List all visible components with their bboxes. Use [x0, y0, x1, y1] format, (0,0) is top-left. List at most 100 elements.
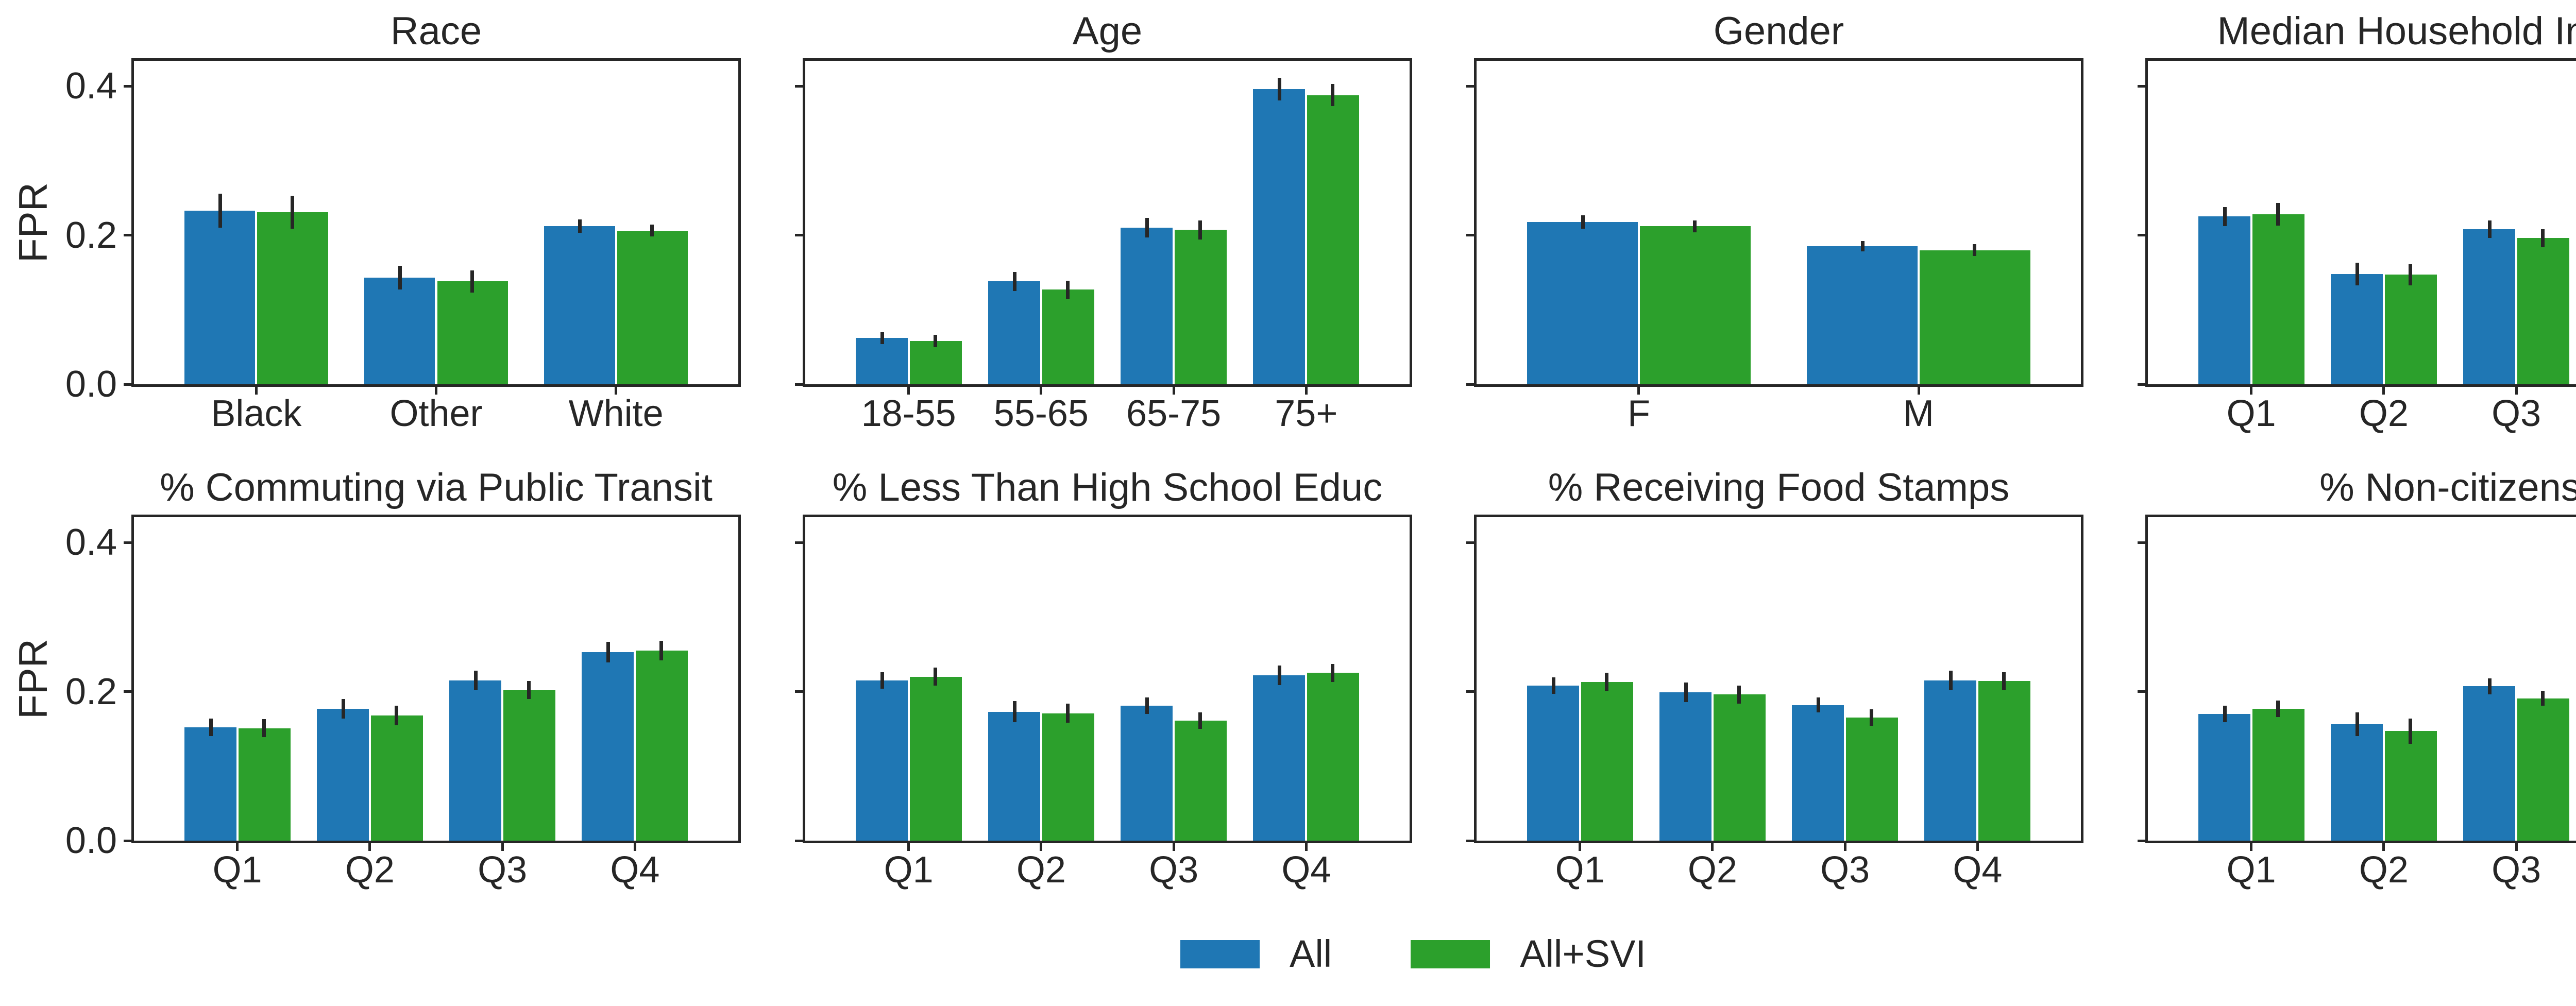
x-tick: [907, 843, 910, 851]
y-tick: [1466, 84, 1474, 88]
bar-all: [449, 680, 502, 841]
y-tick-label: 0.0: [65, 364, 117, 405]
x-tick-label: Q4: [2566, 395, 2576, 432]
x-tick-label: 55-65: [993, 393, 1089, 434]
bar-all-svi: [1978, 681, 2031, 841]
y-tick: [124, 234, 131, 237]
y-tick: [795, 84, 803, 88]
bar-all-svi: [617, 230, 688, 384]
x-tick-label: Other: [389, 393, 483, 434]
bar-all-svi: [1307, 95, 1360, 384]
error-bar: [1331, 664, 1335, 682]
y-tick: [2138, 690, 2145, 693]
panel-title: % Commuting via Public Transit: [160, 466, 713, 509]
bar-all: [316, 708, 369, 841]
x-tick: [1304, 387, 1308, 395]
error-bar: [341, 699, 345, 719]
x-tick: [435, 387, 437, 395]
x-tick: [2515, 843, 2518, 851]
bar-all: [1659, 692, 1711, 841]
y-tick-label: 0.4: [65, 522, 117, 564]
bar-all-svi: [1175, 721, 1227, 841]
error-bar: [1737, 686, 1741, 704]
bar-all-svi: [370, 715, 423, 841]
error-bar: [880, 672, 884, 689]
bar-all: [1253, 89, 1306, 384]
y-tick-label: 0.4: [65, 65, 117, 107]
bar-all-svi: [1846, 718, 1898, 841]
y-tick: [124, 84, 131, 88]
error-bar: [933, 668, 937, 686]
bar-all: [1792, 705, 1844, 841]
panel-title: % Receiving Food Stamps: [1548, 466, 2010, 509]
bar-all-svi: [1042, 713, 1094, 841]
x-tick-label: Black: [211, 393, 302, 434]
x-tick-label: Q2: [2359, 849, 2409, 891]
x-tick: [615, 387, 618, 395]
x-tick-label: Q3: [2492, 849, 2541, 891]
x-tick: [1843, 843, 1846, 851]
y-tick: [795, 234, 803, 237]
error-bar: [2488, 678, 2492, 695]
bar-all-svi: [2517, 698, 2569, 841]
error-bar: [1551, 677, 1555, 694]
x-tick: [1976, 843, 1979, 851]
bar-all-svi: [257, 212, 329, 384]
x-tick: [1304, 843, 1308, 851]
x-tick: [1040, 387, 1043, 395]
panel-title: Median Household Income: [2217, 9, 2576, 53]
y-tick: [795, 383, 803, 386]
panel-age: Age 18-55 55-65 65-75 75+: [795, 12, 1412, 432]
panel-title: % Non-citizens: [2319, 466, 2576, 509]
y-tick: [1466, 383, 1474, 386]
y-tick-label: 0.2: [65, 671, 117, 712]
bar-all-svi: [238, 728, 291, 841]
error-bar: [2355, 712, 2359, 737]
x-tick: [1172, 387, 1175, 395]
error-bar: [1278, 665, 1282, 685]
error-bar: [1860, 241, 1865, 252]
plot-area: Q1 Q2 Q3 Q4: [2138, 58, 2576, 432]
plot-area: Q1 Q2 Q3 Q4: [795, 515, 1412, 889]
x-tick: [633, 843, 636, 851]
x-tick: [255, 387, 258, 395]
error-bar: [1973, 244, 1977, 257]
x-tick: [368, 843, 371, 851]
error-bar: [1145, 218, 1149, 237]
y-axis-label: FPR: [10, 182, 56, 263]
error-bar: [209, 718, 213, 737]
y-tick: [1466, 690, 1474, 693]
error-bar: [398, 265, 402, 290]
bar-all: [1121, 228, 1173, 384]
bar-all: [184, 210, 256, 384]
error-bar: [1012, 701, 1016, 722]
error-bar: [1684, 683, 1688, 702]
plot-area: 0.0 0.2 0.4 FPR Black Other White: [10, 58, 741, 432]
error-bar: [578, 219, 582, 233]
x-tick: [2250, 843, 2253, 851]
error-bar: [527, 681, 531, 700]
y-tick: [795, 541, 803, 544]
bar-all: [1527, 686, 1579, 841]
x-tick: [1637, 387, 1640, 395]
x-tick: [236, 843, 239, 851]
y-tick: [124, 839, 131, 842]
bar-all-svi: [1042, 289, 1094, 384]
error-bar: [1278, 78, 1282, 100]
bar-all: [2463, 686, 2516, 841]
x-tick-label: Q3: [1149, 849, 1199, 891]
y-tick: [2138, 839, 2145, 842]
y-tick: [124, 541, 131, 544]
bar-all: [2198, 216, 2250, 384]
x-tick-label: Q3: [478, 849, 528, 891]
plot-area: 0.0 0.2 0.4 FPR Q1 Q2 Q3 Q4: [10, 515, 741, 889]
bar-all: [364, 278, 435, 384]
y-tick: [2138, 234, 2145, 237]
error-bar: [1065, 280, 1070, 299]
bar-all-svi: [1307, 673, 1360, 841]
bar-all: [1121, 706, 1173, 841]
bar-all: [2463, 229, 2516, 384]
bar-all: [1527, 221, 1638, 384]
